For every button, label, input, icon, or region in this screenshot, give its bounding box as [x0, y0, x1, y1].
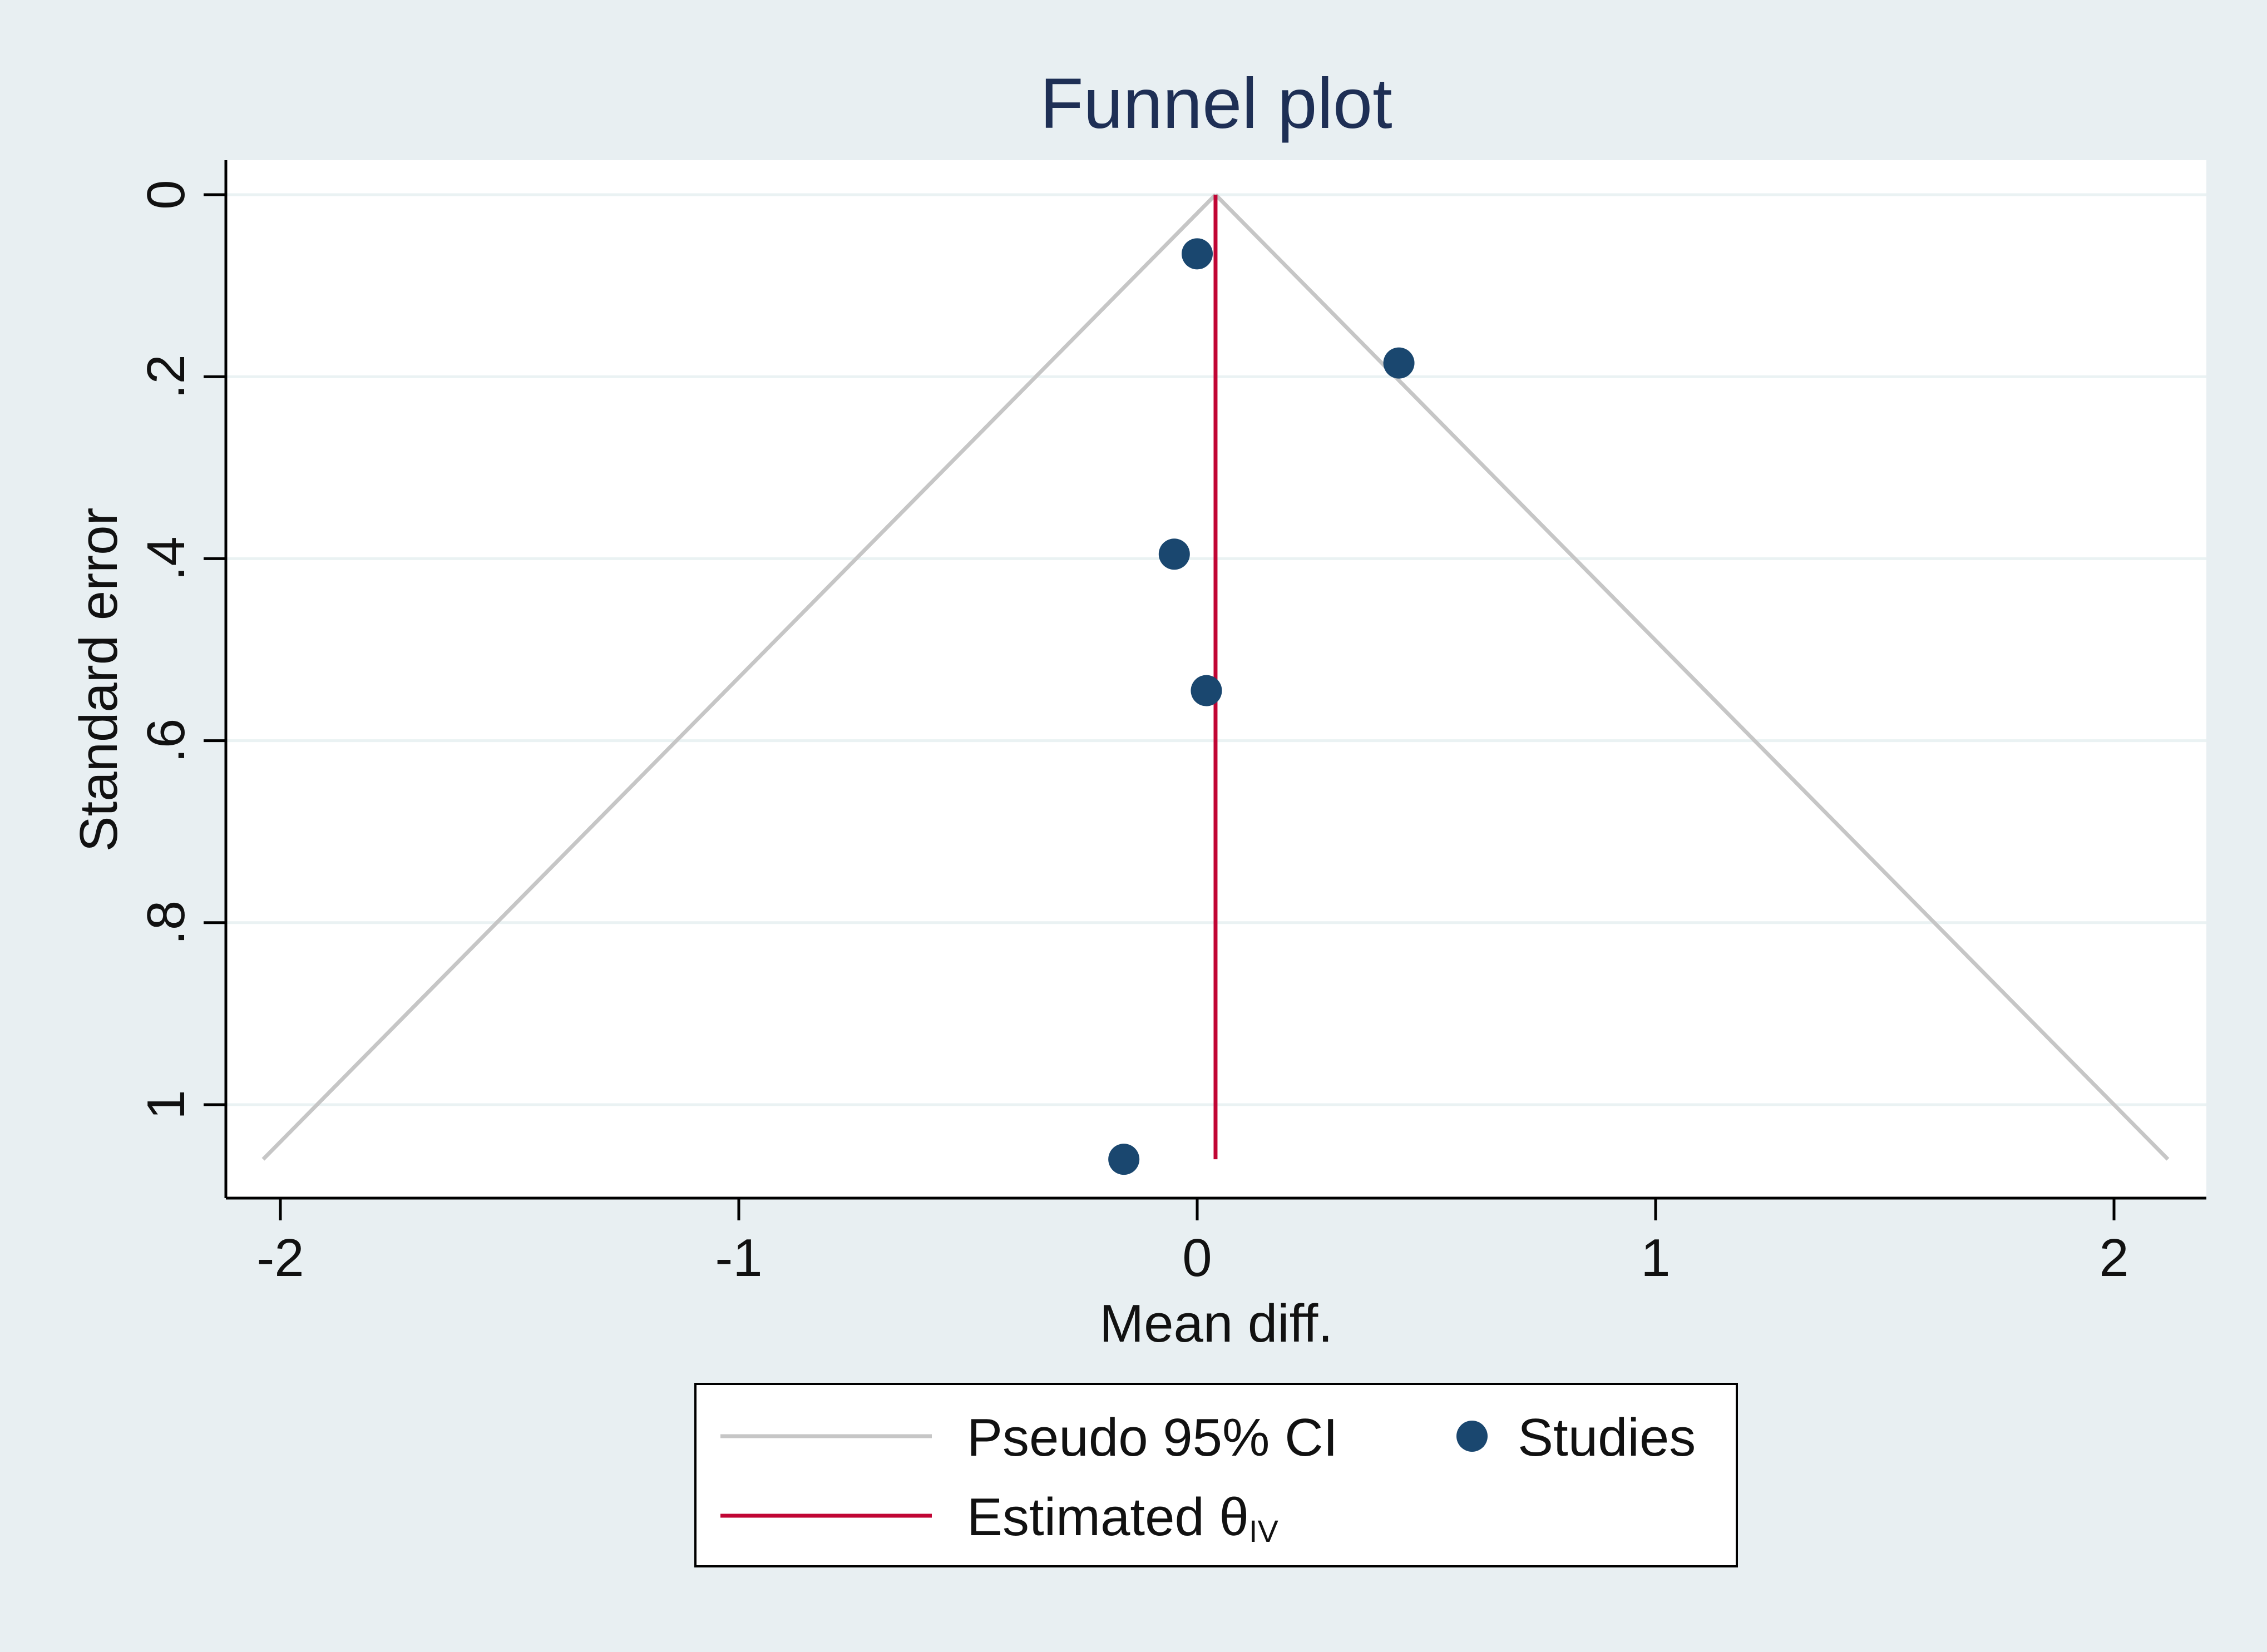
x-tick-label-2: 0 — [1182, 1228, 1212, 1288]
y-tick-label-2: .4 — [136, 536, 196, 581]
legend-studies-label: Studies — [1518, 1408, 1696, 1467]
study-point-5 — [1108, 1144, 1140, 1175]
legend: Pseudo 95% CI Studies Estimated θIV — [694, 1383, 1738, 1567]
ci-line-right — [1214, 193, 2170, 1161]
y-tick-label-1: .2 — [136, 354, 196, 399]
x-tick-label-4: 2 — [2099, 1228, 2128, 1288]
ci-line-left — [261, 193, 1217, 1161]
study-point-3 — [1158, 538, 1190, 570]
legend-estimate-label: Estimated θIV — [967, 1487, 1278, 1549]
y-tick-label-3: .6 — [136, 719, 196, 763]
x-tick-label-3: 1 — [1641, 1228, 1670, 1288]
legend-ci-label: Pseudo 95% CI — [967, 1408, 1338, 1467]
x-tick-label-0: -2 — [256, 1228, 304, 1288]
x-axis-label: Mean diff. — [1099, 1294, 1333, 1353]
legend-studies-swatch — [1456, 1421, 1488, 1452]
study-point-1 — [1182, 238, 1213, 270]
study-point-4 — [1191, 675, 1222, 706]
study-point-2 — [1383, 347, 1415, 379]
x-tick-label-1: -1 — [715, 1228, 762, 1288]
legend-box — [694, 1383, 1738, 1567]
y-axis-label: Standard error — [69, 508, 129, 852]
y-tick-label-4: .8 — [136, 901, 196, 945]
y-tick-label-0: 0 — [136, 180, 196, 209]
chart-title: Funnel plot — [1040, 64, 1392, 144]
y-tick-label-5: 1 — [136, 1090, 196, 1119]
